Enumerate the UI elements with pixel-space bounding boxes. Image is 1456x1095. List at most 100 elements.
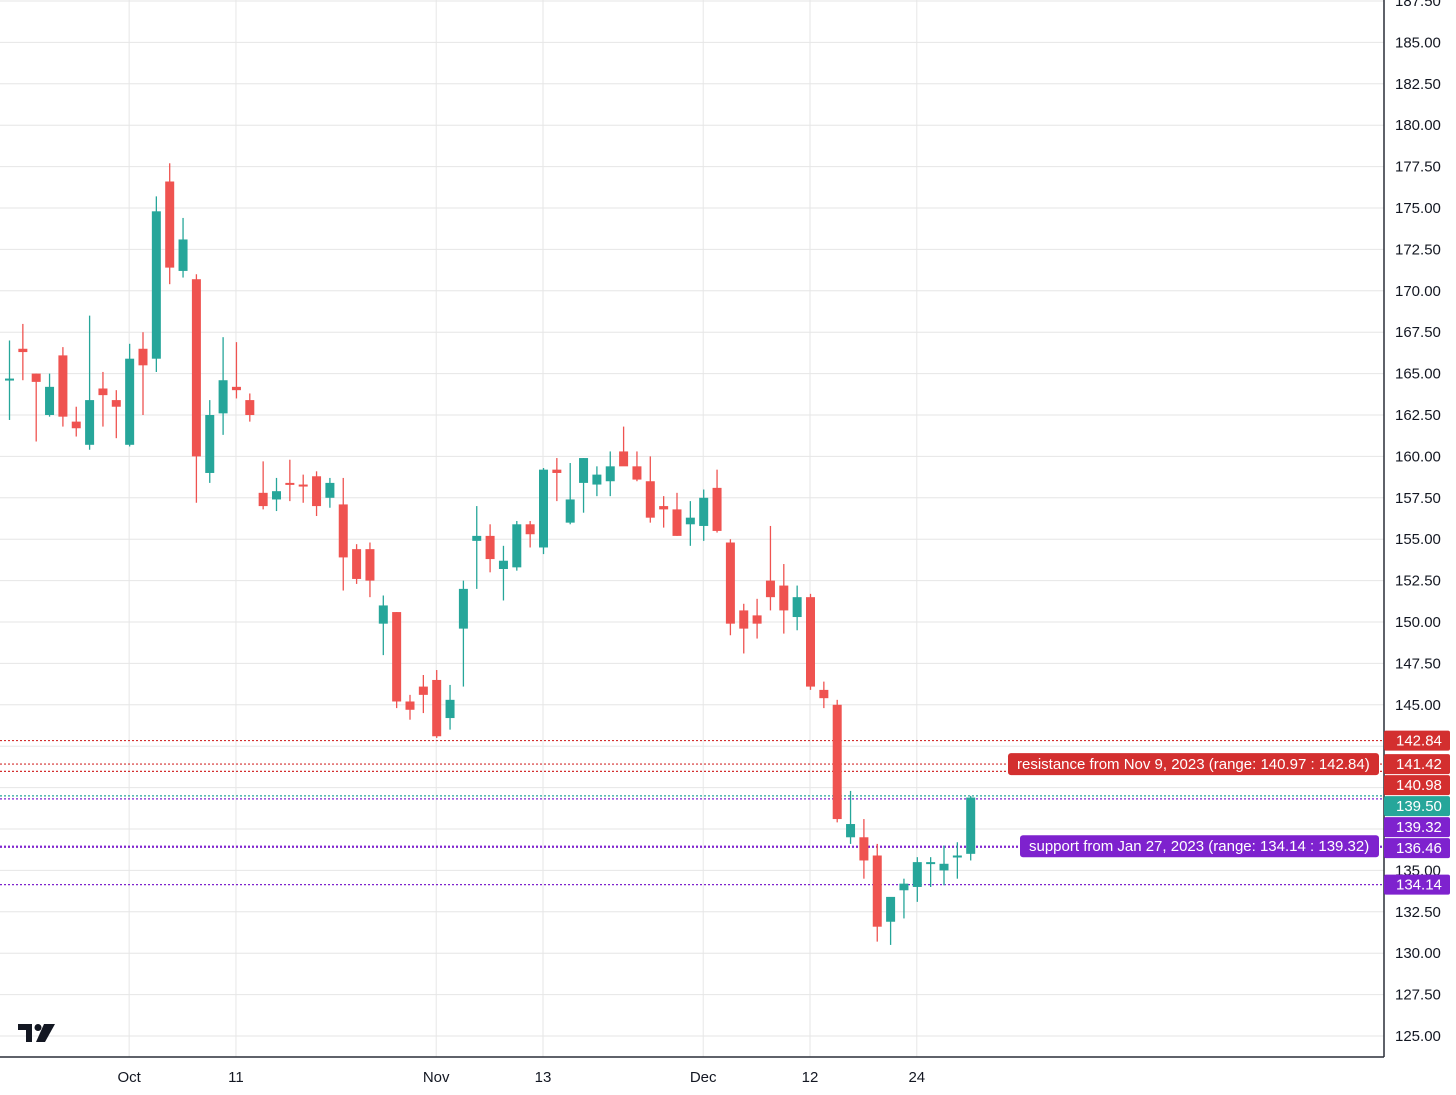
candle[interactable] — [71, 406, 81, 437]
candle[interactable] — [392, 612, 402, 709]
candle[interactable] — [912, 857, 922, 902]
candle-body — [552, 469, 562, 473]
candle[interactable] — [472, 506, 482, 589]
resistance-annotation[interactable]: resistance from Nov 9, 2023 (range: 140.… — [1008, 753, 1379, 776]
y-tick-label: 185.00 — [1395, 34, 1441, 51]
candle[interactable] — [806, 593, 815, 690]
last-price-badge[interactable]: 139.50 — [1384, 796, 1450, 817]
y-tick-label: 132.50 — [1395, 904, 1441, 921]
candle-body — [18, 348, 28, 353]
price-badge-background — [1384, 817, 1450, 838]
candle-body — [939, 863, 949, 871]
resistance-price-badge[interactable]: 142.84 — [1384, 730, 1450, 751]
candle[interactable] — [539, 467, 548, 555]
candle[interactable] — [138, 332, 148, 415]
candle[interactable] — [765, 525, 775, 611]
candle[interactable] — [98, 371, 108, 427]
candle[interactable] — [819, 681, 829, 709]
candle[interactable] — [512, 520, 522, 571]
candle[interactable] — [31, 373, 41, 442]
candle[interactable] — [272, 477, 281, 512]
candle[interactable] — [178, 217, 188, 278]
candle[interactable] — [205, 400, 215, 483]
candle[interactable] — [939, 845, 949, 886]
candle[interactable] — [432, 670, 442, 738]
candle[interactable] — [85, 315, 95, 450]
candle[interactable] — [872, 843, 882, 942]
candle[interactable] — [365, 542, 375, 598]
candle[interactable] — [952, 842, 962, 879]
candle[interactable] — [231, 342, 241, 399]
y-tick-label: 160.00 — [1395, 448, 1441, 465]
support-annotation[interactable]: support from Jan 27, 2023 (range: 134.14… — [1020, 835, 1379, 858]
candle[interactable] — [165, 163, 175, 285]
tradingview-logo-icon[interactable] — [18, 1024, 55, 1042]
candle[interactable] — [779, 564, 789, 634]
candle[interactable] — [191, 274, 201, 503]
candle[interactable] — [151, 196, 161, 372]
candle[interactable] — [632, 451, 642, 482]
candle[interactable] — [18, 323, 28, 381]
candle[interactable] — [552, 458, 562, 502]
candle[interactable] — [859, 819, 869, 879]
candle-body — [672, 509, 682, 536]
candle-body — [832, 704, 842, 820]
candle-body — [165, 181, 175, 268]
candle[interactable] — [645, 456, 655, 523]
candle[interactable] — [498, 545, 508, 601]
candle[interactable] — [258, 461, 268, 510]
candle[interactable] — [619, 426, 629, 467]
candle[interactable] — [792, 585, 802, 631]
candle[interactable] — [285, 459, 295, 502]
candle[interactable] — [111, 390, 121, 439]
candle[interactable] — [565, 463, 575, 525]
candle[interactable] — [45, 373, 55, 417]
candle[interactable] — [525, 520, 535, 548]
support-price-badge[interactable]: 136.46 — [1384, 838, 1450, 859]
candle[interactable] — [752, 598, 762, 639]
candle[interactable] — [699, 489, 709, 541]
candle[interactable] — [245, 393, 255, 422]
candle[interactable] — [458, 580, 468, 687]
candle-body — [752, 615, 762, 624]
candle[interactable] — [672, 492, 682, 536]
resistance-price-badge[interactable]: 141.42 — [1384, 754, 1450, 775]
candle-body — [739, 610, 749, 629]
candle[interactable] — [899, 878, 909, 919]
candle[interactable] — [352, 544, 362, 584]
candle[interactable] — [405, 694, 415, 720]
candle[interactable] — [218, 337, 228, 435]
candle[interactable] — [298, 474, 308, 503]
candle[interactable] — [418, 674, 428, 714]
candle[interactable] — [659, 496, 669, 528]
candle[interactable] — [725, 539, 735, 636]
candle[interactable] — [58, 347, 68, 427]
candle[interactable] — [926, 857, 936, 887]
candle[interactable] — [592, 466, 602, 497]
candle[interactable] — [832, 699, 842, 823]
candle[interactable] — [378, 595, 388, 656]
candle[interactable] — [312, 471, 322, 517]
candle-body — [45, 386, 55, 415]
candle[interactable] — [125, 343, 135, 447]
candle[interactable] — [712, 469, 722, 533]
candle[interactable] — [966, 795, 976, 861]
candle[interactable] — [5, 340, 14, 420]
candle[interactable] — [445, 684, 455, 730]
candle[interactable] — [605, 451, 615, 497]
candle[interactable] — [338, 477, 348, 591]
support-price-badge[interactable]: 134.14 — [1384, 874, 1450, 895]
support-price-badge[interactable]: 139.32 — [1384, 817, 1450, 838]
candle[interactable] — [739, 603, 749, 654]
candle[interactable] — [846, 790, 856, 844]
y-tick-label: 172.50 — [1395, 241, 1441, 258]
candle[interactable] — [485, 524, 495, 573]
candle[interactable] — [325, 477, 335, 508]
x-tick-label: Nov — [423, 1069, 450, 1086]
candle[interactable] — [579, 458, 589, 513]
candle[interactable] — [886, 896, 896, 945]
candle[interactable] — [685, 501, 695, 546]
resistance-price-badge[interactable]: 140.98 — [1384, 775, 1450, 796]
